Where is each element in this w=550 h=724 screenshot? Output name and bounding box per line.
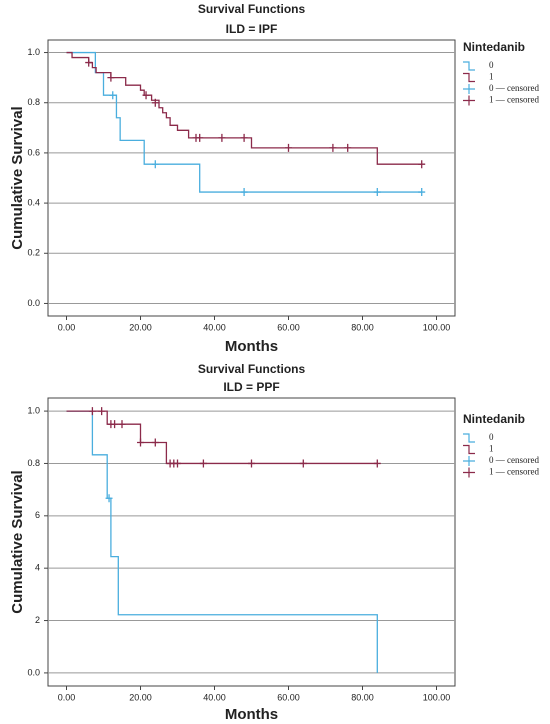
x-tick-label: 60.00 [277,692,300,702]
survival-line [66,410,378,673]
x-tick-label: 80.00 [351,322,374,332]
chart-subtitle: ILD = PPF [223,380,279,394]
y-tick-label: 2 [35,615,40,625]
y-tick-label: 0.4 [27,197,40,207]
censor-mark [151,98,159,107]
legend-icon [463,95,475,106]
legend-icon [463,456,475,466]
chart-title: Survival Functions [198,362,306,376]
censor-mark [98,407,106,416]
y-tick-label: 6 [35,510,40,520]
censor-mark [199,459,207,468]
legend-title: Nintedanib [463,412,525,426]
y-axis-label: Cumulative Survival [9,470,26,613]
legend-item: 0 — censored [489,455,539,465]
y-tick-label: 0.2 [27,248,40,258]
censor-mark [137,438,144,447]
censor-mark [142,91,150,100]
censor-mark [111,420,119,429]
legend-item: 1 — censored [489,95,539,105]
legend-icon [463,72,475,83]
chart-title: Survival Functions [198,2,306,16]
x-tick-label: 40.00 [203,322,226,332]
legend-item: 0 [489,60,494,70]
censor-mark [85,58,93,67]
plot-frame [47,397,456,687]
censor-mark [344,143,352,152]
chart-subtitle: ILD = IPF [226,22,278,36]
censor-mark [329,143,337,152]
censor-mark [151,438,159,447]
legend-icon [463,61,475,71]
y-tick-label: 1.0 [27,47,40,57]
x-tick-label: 0.00 [58,322,76,332]
legend-title: Nintedanib [463,40,525,54]
x-tick-label: 20.00 [129,692,152,702]
y-tick-label: 1.0 [27,405,40,415]
censor-mark [240,133,248,142]
censor-mark [107,73,115,82]
censor-mark [174,459,181,468]
legend-icon [463,444,475,455]
censor-mark [240,188,248,197]
censor-mark [373,459,381,468]
x-tick-label: 20.00 [129,322,152,332]
legend-icon [463,84,475,94]
survival-line [66,410,378,465]
censor-mark [118,420,126,429]
censor-mark [418,188,426,197]
y-tick-label: 0.8 [27,458,40,468]
survival-line [66,51,422,165]
x-tick-label: 100.00 [423,322,451,332]
x-tick-label: 0.00 [58,692,76,702]
y-tick-label: 0.0 [27,667,40,677]
legend-item: 1 [489,444,494,454]
legend-item: 1 — censored [489,467,539,477]
x-tick-label: 40.00 [203,692,226,702]
y-tick-label: 0.8 [27,97,40,107]
censor-mark [105,494,113,503]
x-axis-label: Months [225,706,278,723]
x-tick-label: 80.00 [351,692,374,702]
y-tick-label: 4 [35,563,40,573]
censor-mark [248,459,255,468]
censor-mark [218,133,226,142]
y-axis-label: Cumulative Survival [9,106,26,249]
x-tick-label: 100.00 [423,692,451,702]
legend-item: 0 — censored [489,83,539,93]
censor-mark [196,133,204,142]
legend-item: 1 [489,72,494,82]
censor-mark [109,91,117,100]
x-axis-label: Months [225,338,278,355]
legend-icon [463,433,475,443]
x-tick-label: 60.00 [277,322,300,332]
censor-mark [285,143,292,152]
legend-item: 0 [489,432,494,442]
censor-mark [418,160,426,169]
plot-frame [47,39,456,317]
legend-icon [463,467,475,478]
censor-mark [88,407,96,416]
censor-mark [373,188,381,197]
censor-mark [299,459,307,468]
survival-line [66,51,422,193]
y-tick-label: 0.0 [27,298,40,308]
censor-mark [151,160,159,169]
y-tick-label: 0.6 [27,147,40,157]
